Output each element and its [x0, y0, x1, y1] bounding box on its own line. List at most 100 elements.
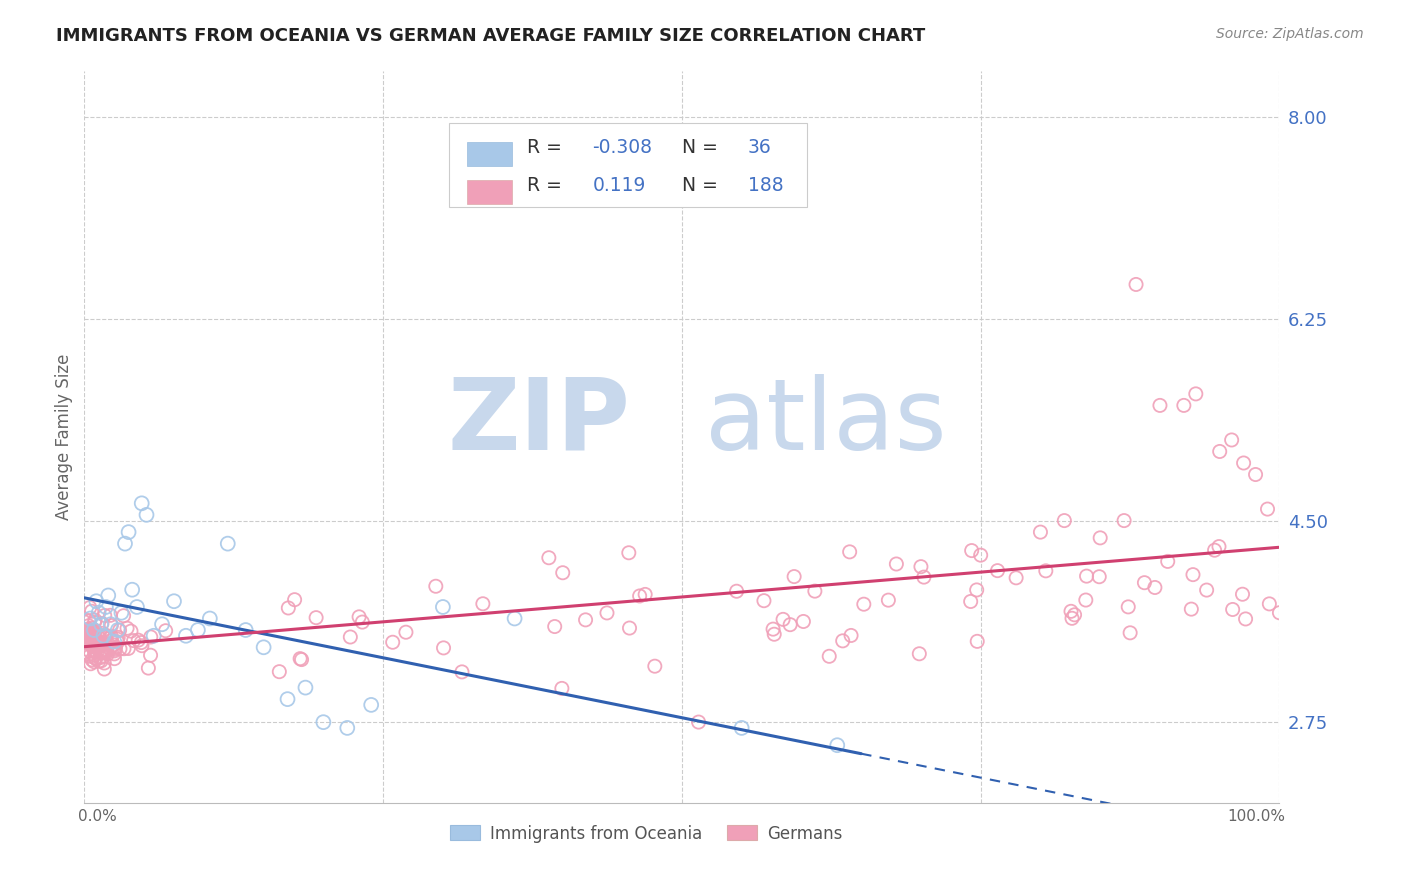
Point: [432, 640, 454, 655]
Point: [84, 638, 107, 652]
Point: [100, 630, 122, 644]
Point: [688, 715, 710, 730]
Text: 0.0%: 0.0%: [79, 808, 117, 823]
Point: [290, 652, 312, 666]
Point: [120, 624, 142, 639]
Point: [80, 632, 103, 647]
Point: [1053, 514, 1076, 528]
Text: 36: 36: [748, 138, 772, 157]
Text: N =: N =: [682, 176, 724, 195]
Point: [831, 633, 853, 648]
Point: [1204, 543, 1226, 558]
Point: [83, 634, 105, 648]
Point: [1029, 525, 1052, 540]
Point: [783, 569, 806, 583]
Point: [87, 654, 110, 668]
Point: [1222, 602, 1244, 616]
Point: [339, 630, 361, 644]
FancyBboxPatch shape: [449, 122, 807, 207]
FancyBboxPatch shape: [467, 142, 512, 166]
Point: [959, 594, 981, 608]
Point: [93, 646, 115, 660]
Point: [432, 599, 454, 614]
Point: [312, 715, 335, 730]
Point: [139, 648, 162, 663]
Point: [80, 653, 103, 667]
Text: ZIP: ZIP: [447, 374, 630, 471]
Point: [966, 634, 988, 648]
Point: [1114, 514, 1136, 528]
Point: [94, 599, 117, 614]
Point: [77, 619, 100, 633]
Point: [98, 641, 121, 656]
Point: [1076, 569, 1098, 583]
Point: [725, 584, 748, 599]
Point: [217, 536, 239, 550]
Point: [966, 582, 988, 597]
Point: [838, 545, 860, 559]
Point: [1063, 607, 1085, 622]
Point: [395, 625, 418, 640]
Point: [84, 613, 107, 627]
Point: [83, 644, 105, 658]
Point: [634, 587, 657, 601]
Point: [644, 659, 666, 673]
Point: [110, 606, 132, 620]
Point: [1090, 531, 1112, 545]
Point: [84, 651, 107, 665]
Point: [100, 618, 122, 632]
Point: [117, 525, 139, 540]
Point: [139, 630, 162, 644]
Point: [1268, 606, 1291, 620]
Point: [82, 627, 104, 641]
Point: [80, 633, 103, 648]
Point: [1244, 467, 1267, 482]
Point: [804, 584, 827, 599]
Point: [1181, 567, 1204, 582]
Point: [87, 640, 110, 654]
Point: [877, 593, 900, 607]
Point: [79, 657, 101, 671]
Point: [93, 629, 115, 643]
Point: [114, 536, 136, 550]
Point: [103, 647, 125, 661]
Point: [1060, 604, 1083, 618]
Point: [129, 635, 152, 649]
Point: [100, 633, 122, 648]
Point: [79, 611, 101, 625]
Point: [79, 623, 101, 637]
Point: [960, 543, 983, 558]
Point: [912, 570, 935, 584]
Point: [77, 631, 100, 645]
Text: N =: N =: [682, 138, 724, 157]
Text: R =: R =: [527, 176, 568, 195]
Point: [83, 633, 105, 648]
Point: [305, 610, 328, 624]
Point: [1035, 564, 1057, 578]
Text: 100.0%: 100.0%: [1227, 808, 1285, 823]
Point: [360, 698, 382, 712]
Point: [198, 611, 221, 625]
Point: [150, 617, 173, 632]
Point: [731, 721, 754, 735]
Point: [910, 559, 932, 574]
Point: [827, 738, 849, 752]
Point: [79, 635, 101, 649]
Legend: Immigrants from Oceania, Germans: Immigrants from Oceania, Germans: [443, 818, 849, 849]
Point: [117, 641, 139, 656]
Point: [77, 627, 100, 641]
Point: [98, 631, 121, 645]
Point: [108, 641, 131, 656]
Point: [886, 557, 908, 571]
Point: [83, 632, 105, 646]
Point: [1208, 540, 1230, 554]
Point: [551, 566, 574, 580]
Point: [1185, 387, 1208, 401]
Point: [94, 631, 117, 645]
Point: [752, 593, 775, 607]
Point: [284, 592, 307, 607]
Point: [112, 608, 135, 623]
Point: [1234, 612, 1257, 626]
Point: [96, 647, 118, 661]
Point: [544, 619, 567, 633]
